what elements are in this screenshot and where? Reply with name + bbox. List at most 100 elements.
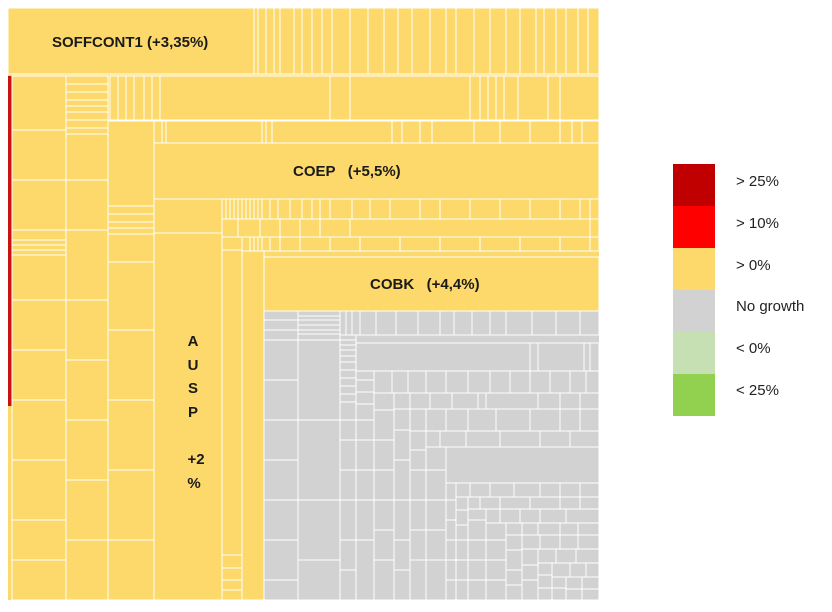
label-coep: COEP (+5,5%) (293, 163, 401, 180)
tile-grey-r7-3 (499, 430, 541, 448)
tile-row2-8 (349, 75, 471, 121)
tile-grey-r4-3 (425, 370, 447, 394)
tile-col2-8 (65, 133, 109, 181)
tile-grey-c13-3 (505, 584, 523, 601)
tile-grey-m2 (445, 446, 600, 484)
tile-grey-r4-5 (467, 370, 491, 394)
tile-row3-14 (571, 120, 583, 144)
tile-col3-2 (107, 213, 155, 223)
tile-grey-r13-0 (521, 534, 541, 550)
tile-soffcont1-sub-7 (311, 7, 323, 75)
tile-soffcont1-sub-16 (445, 7, 457, 75)
tile-coep-row3-14 (559, 236, 591, 252)
tile-grey-r10-2 (499, 496, 531, 510)
tile-grey-r9-2 (489, 482, 515, 498)
tile-ausp-side-2 (221, 554, 243, 569)
tile-coep-row-26 (559, 198, 581, 220)
tile-grey-top-2 (351, 310, 361, 336)
tile-grey-c6-2 (393, 459, 411, 501)
tile-grey-r15-2 (585, 562, 600, 578)
tile-grey-col1r-7 (263, 499, 299, 541)
tile-coep-row3-5 (269, 236, 281, 252)
tile-grey-c3-5 (339, 361, 357, 371)
tile-grey-r15-0 (551, 562, 571, 578)
legend-label-gt25: > 25% (736, 173, 779, 190)
tile-grey-r10-1 (479, 496, 501, 510)
tile-soffcont1-sub-0 (253, 7, 259, 75)
tile-grey-top-11 (505, 310, 533, 336)
tile-grey-c13-2 (505, 569, 523, 586)
tile-row3-11 (499, 120, 531, 144)
tile-grey-c4-4 (355, 419, 375, 441)
tile-row3-15 (581, 120, 600, 144)
tile-grey-r4-0 (373, 370, 393, 394)
tile-ausp-side-3 (221, 567, 243, 581)
tile-grey-c9-0 (445, 482, 457, 501)
tile-col1-7 (11, 254, 67, 301)
legend-label-gt0: > 0% (736, 257, 771, 274)
tile-col3-3 (107, 221, 155, 229)
tile-soffcont1-sub-21 (519, 7, 537, 75)
tile-row2-9 (469, 75, 481, 121)
tile-grey-col1r-8 (263, 539, 299, 581)
tile-coep-row2-2 (259, 218, 281, 238)
tile-coep-row-13 (289, 198, 303, 220)
legend-label-no-growth: No growth (736, 298, 804, 315)
tile-grey-c4-3 (355, 403, 375, 421)
tile-grey-c9-3 (445, 539, 457, 561)
tile-grey-c9-1 (445, 499, 457, 521)
tile-soffcont1-sub-17 (455, 7, 475, 75)
tile-coep-row-2 (229, 198, 235, 220)
tile-coep-row3-7 (299, 236, 331, 252)
tile-grey-last (581, 588, 600, 601)
tile-col1-3 (11, 229, 67, 241)
tile-ausp-side-4 (221, 579, 243, 591)
tile-grey-c4-5 (355, 439, 375, 471)
tile-col2-12 (65, 359, 109, 421)
tile-soffcont1-sub-23 (543, 7, 557, 75)
tile-grey-col2-2 (297, 319, 341, 326)
tile-grey-top-10 (489, 310, 507, 336)
tile-grey-r7-4 (539, 430, 571, 448)
tile-grey-c12-2 (485, 559, 507, 581)
tile-grey-c11-2 (467, 539, 487, 561)
tile-grey-r4-7 (509, 370, 531, 394)
tile-row3-8 (419, 120, 433, 144)
tile-coep-row2-1 (237, 218, 261, 238)
tile-grey-top-13 (555, 310, 581, 336)
legend-swatch-gt25 (673, 164, 715, 206)
tile-grey-r5-1 (409, 392, 431, 410)
tile-grey-c3-13 (339, 469, 357, 501)
tile-grey-c8-2 (425, 499, 447, 531)
tile-grey-c7-4 (409, 529, 427, 561)
tile-grey-big (355, 342, 531, 372)
tile-row3-5 (271, 120, 393, 144)
tile-grey-top-7 (439, 310, 455, 336)
tile-grey-c10-3 (455, 539, 469, 561)
legend-swatch-gt10 (673, 206, 715, 248)
tile-grey-r9-3 (513, 482, 541, 498)
tile-col2-4 (65, 105, 109, 113)
legend: > 25% > 10% > 0% No growth < 0% < 25% (673, 164, 804, 416)
tile-row3-2 (165, 120, 263, 144)
tile-grey-r9-4 (539, 482, 561, 498)
tile-coep-row3-9 (359, 236, 401, 252)
tile-col2-15 (65, 539, 109, 601)
tile-grey-c6-4 (393, 539, 411, 571)
legend-swatch-gt0 (673, 248, 715, 290)
tile-row2-10 (479, 75, 489, 121)
tile-grey-r4-2 (407, 370, 427, 394)
tile-grey-r13-3 (577, 534, 600, 550)
tile-row3-4 (265, 120, 273, 144)
tile-grey-c12-1 (485, 539, 507, 561)
tile-coep-row-4 (237, 198, 243, 220)
tile-grey-r10-5 (579, 496, 600, 510)
tile-grey-c3-0 (339, 334, 357, 341)
tile-col3-6 (107, 261, 155, 331)
tile-grey-c3-6 (339, 369, 357, 379)
tile-grey-r16-0 (565, 576, 583, 590)
label-cobk: COBK (+4,4%) (370, 276, 480, 293)
tile-soffcont1-sub-19 (489, 7, 507, 75)
tile-coep-row-18 (351, 198, 371, 220)
tile-grey-c14-0 (521, 548, 539, 566)
